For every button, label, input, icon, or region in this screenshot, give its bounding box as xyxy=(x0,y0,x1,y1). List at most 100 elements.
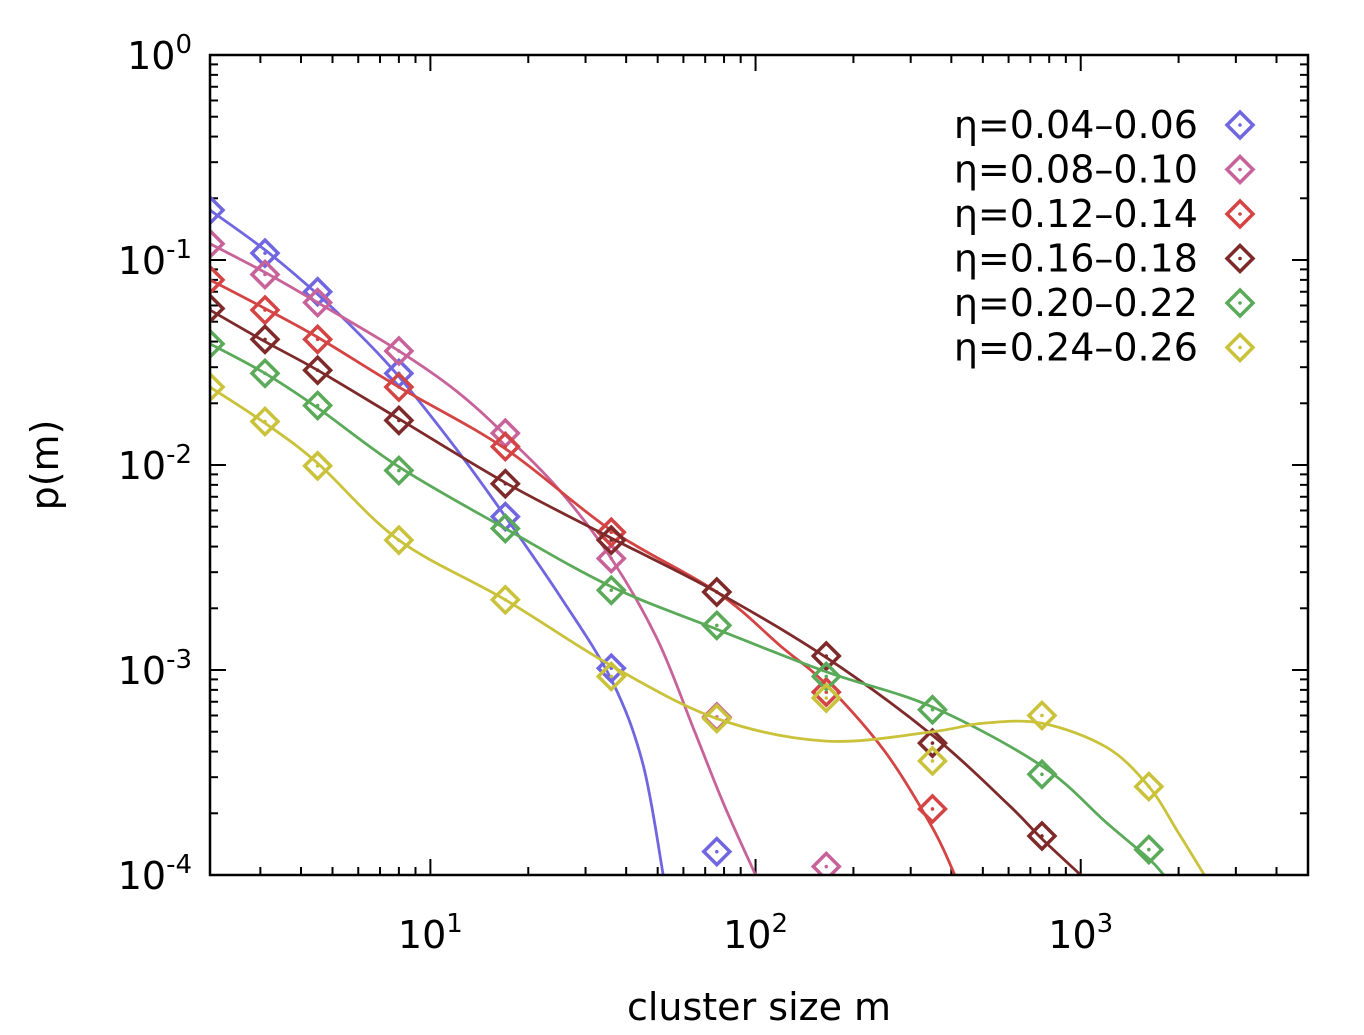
y-tick-label: 10-4 xyxy=(118,850,192,898)
marker-center-dot xyxy=(263,371,267,376)
data-point xyxy=(810,660,842,692)
diamond-marker xyxy=(489,584,521,616)
diamond-marker xyxy=(383,455,415,486)
data-point xyxy=(1133,771,1165,803)
marker-center-dot xyxy=(714,849,719,854)
diamond-marker xyxy=(210,371,226,403)
data-point xyxy=(595,660,627,692)
legend-marker xyxy=(1224,243,1256,274)
data-point xyxy=(302,354,334,386)
legend-marker xyxy=(1224,287,1256,319)
data-point xyxy=(302,323,334,355)
diamond-marker xyxy=(916,694,948,726)
y-axis-label: p(m) xyxy=(23,420,67,511)
data-point xyxy=(1026,758,1058,790)
data-point xyxy=(249,406,281,437)
marker-center-dot xyxy=(609,530,614,535)
diamond-marker xyxy=(383,524,415,556)
legend-label: η=0.12–0.14 xyxy=(954,192,1198,236)
diamond-marker xyxy=(595,660,627,692)
data-point xyxy=(916,694,948,726)
diamond-marker xyxy=(210,293,226,324)
diamond-marker xyxy=(1224,154,1256,185)
plot-frame xyxy=(208,53,1310,877)
marker-center-dot xyxy=(1147,847,1151,852)
marker-center-dot xyxy=(609,674,614,679)
data-point xyxy=(1133,834,1165,866)
marker-center-dot xyxy=(503,444,508,449)
data-point xyxy=(249,323,281,355)
diamond-marker xyxy=(249,406,281,437)
diamond-marker xyxy=(1224,109,1256,141)
diamond-marker xyxy=(210,264,226,296)
data-point xyxy=(249,294,281,326)
series-3 xyxy=(210,264,957,875)
diamond-marker xyxy=(489,431,521,463)
diamond-marker xyxy=(701,609,733,641)
diamond-marker xyxy=(701,576,733,608)
data-point xyxy=(249,237,281,269)
series-layer xyxy=(210,194,1206,875)
data-point xyxy=(701,703,733,734)
fit-curve xyxy=(210,342,1165,875)
diamond-marker xyxy=(249,323,281,355)
marker-center-dot xyxy=(1040,834,1044,838)
data-point xyxy=(383,371,415,403)
data-point xyxy=(916,745,948,777)
diamond-marker xyxy=(810,682,842,714)
diamond-marker xyxy=(916,745,948,777)
marker-center-dot xyxy=(824,696,829,700)
legend-marker xyxy=(1224,198,1256,230)
diamond-marker xyxy=(1133,834,1165,866)
series-6 xyxy=(210,371,1206,875)
data-point xyxy=(302,287,334,319)
series-4 xyxy=(210,293,1082,875)
marker-center-dot xyxy=(397,385,401,389)
marker-center-dot xyxy=(609,538,614,542)
x-tick-label: 101 xyxy=(398,909,463,957)
diamond-marker xyxy=(249,357,281,389)
diamond-marker xyxy=(302,390,334,422)
diamond-marker xyxy=(302,287,334,319)
data-point xyxy=(383,524,415,556)
marker-center-dot xyxy=(714,590,719,594)
legend-label: η=0.24–0.26 xyxy=(954,326,1198,370)
marker-center-dot xyxy=(397,418,401,423)
marker-center-dot xyxy=(263,308,267,312)
marker-center-dot xyxy=(315,464,320,468)
diamond-marker xyxy=(595,574,627,606)
y-tick-label: 10-3 xyxy=(118,645,192,693)
data-point xyxy=(302,450,334,482)
marker-center-dot xyxy=(1238,256,1242,261)
data-point xyxy=(249,258,281,290)
legend-label: η=0.04–0.06 xyxy=(954,103,1198,147)
legend-marker xyxy=(1224,154,1256,185)
data-point xyxy=(489,431,521,463)
legend-marker xyxy=(1224,109,1256,141)
marker-center-dot xyxy=(714,716,719,721)
diamond-marker xyxy=(916,793,948,825)
marker-center-dot xyxy=(824,654,829,658)
marker-center-dot xyxy=(503,598,508,602)
data-point xyxy=(810,682,842,714)
marker-center-dot xyxy=(930,807,935,811)
diamond-marker xyxy=(1224,287,1256,319)
marker-center-dot xyxy=(1238,301,1242,305)
marker-center-dot xyxy=(1238,212,1242,216)
diamond-marker xyxy=(1133,771,1165,803)
diamond-marker xyxy=(489,513,521,544)
diamond-marker xyxy=(302,354,334,386)
data-point xyxy=(383,455,415,486)
y-tick-label: 10-2 xyxy=(118,440,192,488)
marker-center-dot xyxy=(824,864,829,869)
diamond-marker xyxy=(701,703,733,734)
legend-label: η=0.08–0.10 xyxy=(954,148,1198,192)
marker-center-dot xyxy=(824,674,829,679)
x-tick-label: 102 xyxy=(723,909,788,957)
marker-center-dot xyxy=(609,588,614,593)
diamond-marker xyxy=(1224,332,1256,363)
data-point xyxy=(302,390,334,422)
marker-center-dot xyxy=(1040,713,1044,718)
marker-center-dot xyxy=(263,272,267,277)
data-point xyxy=(810,851,842,875)
